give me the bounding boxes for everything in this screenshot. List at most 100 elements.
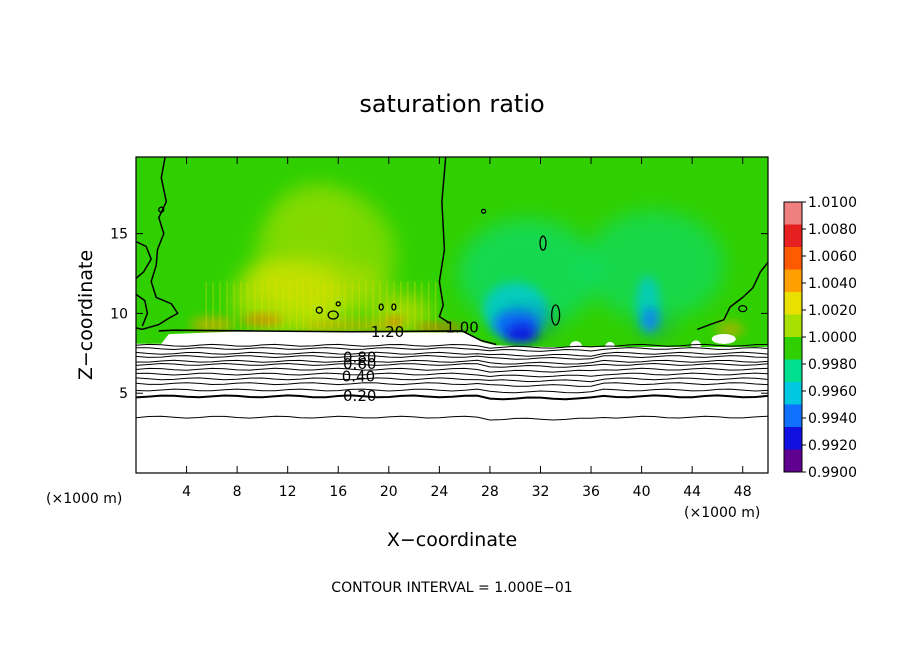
- contour-label: 1.00: [445, 318, 478, 336]
- chart-title: saturation ratio: [359, 90, 544, 118]
- contour-line: [136, 157, 179, 331]
- contour-loop: [378, 303, 384, 311]
- x-tick-label: 4: [182, 484, 191, 500]
- contour-loop: [335, 301, 341, 307]
- colorbar-tick-label: 1.0100: [808, 195, 857, 211]
- field-streak: [268, 281, 270, 330]
- field-streak: [219, 281, 221, 330]
- colorbar-swatch: [784, 202, 802, 225]
- field-streak: [281, 281, 284, 330]
- y-tick-label: 5: [119, 386, 128, 402]
- contour-line: [696, 261, 768, 331]
- contour-line: [136, 394, 768, 401]
- field-region: [300, 320, 401, 333]
- field-streak: [261, 281, 263, 330]
- field-region: [245, 258, 381, 308]
- x-tick-label: 24: [430, 484, 448, 500]
- field-streak: [434, 281, 437, 330]
- colorbar-swatch: [784, 224, 802, 248]
- colorbar-tick-label: 0.9980: [808, 357, 857, 373]
- field-streak: [386, 281, 388, 330]
- colorbar-tick-label: 1.0000: [808, 330, 857, 346]
- x-axis-label: X−coordinate: [387, 529, 517, 551]
- colorbar-tick-label: 0.9940: [808, 411, 857, 427]
- contour-line: [136, 377, 768, 383]
- colorbar-swatch: [784, 337, 802, 360]
- contour-interval-footer: CONTOUR INTERVAL = 1.000E−01: [331, 580, 572, 596]
- contour-line: [136, 372, 768, 378]
- x-tick-label: 44: [683, 484, 701, 500]
- field-region: [414, 323, 465, 332]
- x-tick-label: 32: [532, 484, 550, 500]
- y-axis-label: Z−coordinate: [75, 250, 97, 380]
- x-tick-label: 48: [734, 484, 752, 500]
- contour-line: [136, 347, 768, 352]
- field-streak: [414, 281, 416, 330]
- colorbar: 1.0100 1.0080 1.0060 1.0040 1.0020 1.0000 0.99…: [783, 195, 857, 481]
- contour-line: [136, 382, 768, 387]
- field-streak: [288, 281, 291, 330]
- field-region: [637, 315, 672, 336]
- contour-label: 1.20: [371, 323, 404, 341]
- field-region: [584, 210, 725, 321]
- y-tick-label: 10: [110, 306, 128, 322]
- colorbar-tick-label: 0.9920: [808, 438, 857, 454]
- field-streak: [226, 281, 228, 330]
- saturated-bump: [711, 333, 736, 344]
- contour-label: 0.60: [343, 355, 376, 373]
- contour-loop: [158, 206, 165, 213]
- colorbar-tick-label: 0.9900: [808, 465, 857, 481]
- colorbar-swatch: [784, 247, 802, 270]
- colorbar-swatch: [784, 404, 802, 428]
- field-streak: [275, 281, 277, 330]
- contour-label: 0.20: [343, 387, 376, 405]
- saturated-bump: [605, 341, 615, 352]
- field-streak: [247, 281, 249, 330]
- contour-line: [136, 359, 768, 365]
- contour-line: [136, 343, 768, 349]
- contour-line: [158, 329, 497, 346]
- field-streak: [254, 281, 256, 330]
- field-streak: [421, 281, 423, 330]
- field-streak: [330, 281, 333, 330]
- x-unit-right: (×1000 m): [684, 505, 760, 521]
- contour-line: [136, 293, 149, 327]
- contour-loop: [391, 303, 397, 311]
- colorbar-swatch: [784, 449, 802, 473]
- field-region: [189, 316, 234, 333]
- field-streak: [427, 281, 430, 330]
- colorbar-swatch: [784, 359, 802, 383]
- field-streak: [240, 281, 242, 330]
- colorbar-tick-label: 1.0040: [808, 276, 857, 292]
- colorbar-swatch: [784, 269, 802, 293]
- y-axis: 5 10 15: [110, 227, 768, 402]
- field-streak: [351, 281, 353, 330]
- field-streak: [358, 281, 360, 330]
- field-region: [387, 317, 404, 326]
- field-streak: [316, 281, 319, 330]
- contour-label: 0.40: [342, 368, 375, 386]
- contour-line: [136, 240, 153, 279]
- x-tick-label: 36: [582, 484, 600, 500]
- y-tick-label: 15: [110, 227, 128, 243]
- field-streak: [365, 281, 367, 330]
- saturated-bump: [690, 340, 701, 351]
- colorbar-tick-label: 1.0020: [808, 303, 857, 319]
- contour-loop: [550, 304, 561, 326]
- plot-frame: [135, 156, 769, 474]
- colorbar-swatch: [784, 314, 802, 338]
- x-tick-label: 8: [233, 484, 242, 500]
- colorbar-tick-label: 1.0060: [808, 249, 857, 265]
- field-streak: [295, 281, 298, 330]
- contour-line: [136, 351, 768, 357]
- contour-label: 0.80: [343, 349, 376, 367]
- x-tick-label: 40: [633, 484, 651, 500]
- field-streak: [205, 281, 207, 330]
- x-tick-label: 12: [279, 484, 297, 500]
- field-region: [242, 314, 283, 325]
- field-streak: [393, 281, 395, 330]
- contour-line: [136, 362, 768, 368]
- field-region: [502, 310, 554, 336]
- field-region: [716, 321, 745, 338]
- colorbar-swatch: [784, 292, 802, 315]
